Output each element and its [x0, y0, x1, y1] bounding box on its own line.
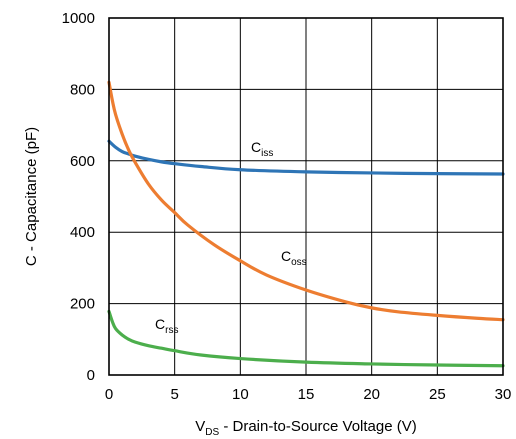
- x-tick-label: 0: [105, 386, 113, 403]
- y-axis-title: C - Capacitance (pF): [23, 127, 40, 266]
- plot-frame: [108, 17, 504, 376]
- series-line-ciss: [107, 139, 505, 176]
- series-label-crss: Crss: [155, 316, 178, 336]
- x-axis-title: VDS - Drain-to-Source Voltage (V): [195, 418, 417, 438]
- series-line-crss: [107, 309, 505, 368]
- y-tick-label: 400: [70, 224, 95, 241]
- y-tick-label: 0: [87, 367, 95, 384]
- y-tick-label: 600: [70, 153, 95, 170]
- x-axis-title-rest: - Drain-to-Source Voltage (V): [219, 418, 417, 435]
- y-tick-label: 800: [70, 81, 95, 98]
- series-label-coss: Coss: [281, 248, 307, 268]
- grid: [108, 17, 504, 376]
- x-tick-label: 10: [232, 386, 249, 403]
- x-tick-label: 25: [429, 386, 446, 403]
- series-label-ciss: Ciss: [251, 139, 273, 159]
- x-axis-title-main: V: [195, 418, 205, 435]
- x-tick-label: 15: [298, 386, 315, 403]
- x-axis-title-sub: DS: [205, 427, 219, 438]
- y-tick-label: 1000: [62, 10, 95, 27]
- series-layer: [107, 80, 505, 368]
- x-tick-label: 5: [170, 386, 178, 403]
- series-line-coss: [107, 80, 505, 322]
- series-labels: Ciss Coss Crss: [155, 139, 307, 336]
- tick-labels: 0 5 10 15 20 25 30 0 200 400 600 800 1000: [62, 10, 512, 403]
- y-tick-label: 200: [70, 296, 95, 313]
- x-tick-label: 30: [495, 386, 512, 403]
- x-tick-label: 20: [363, 386, 380, 403]
